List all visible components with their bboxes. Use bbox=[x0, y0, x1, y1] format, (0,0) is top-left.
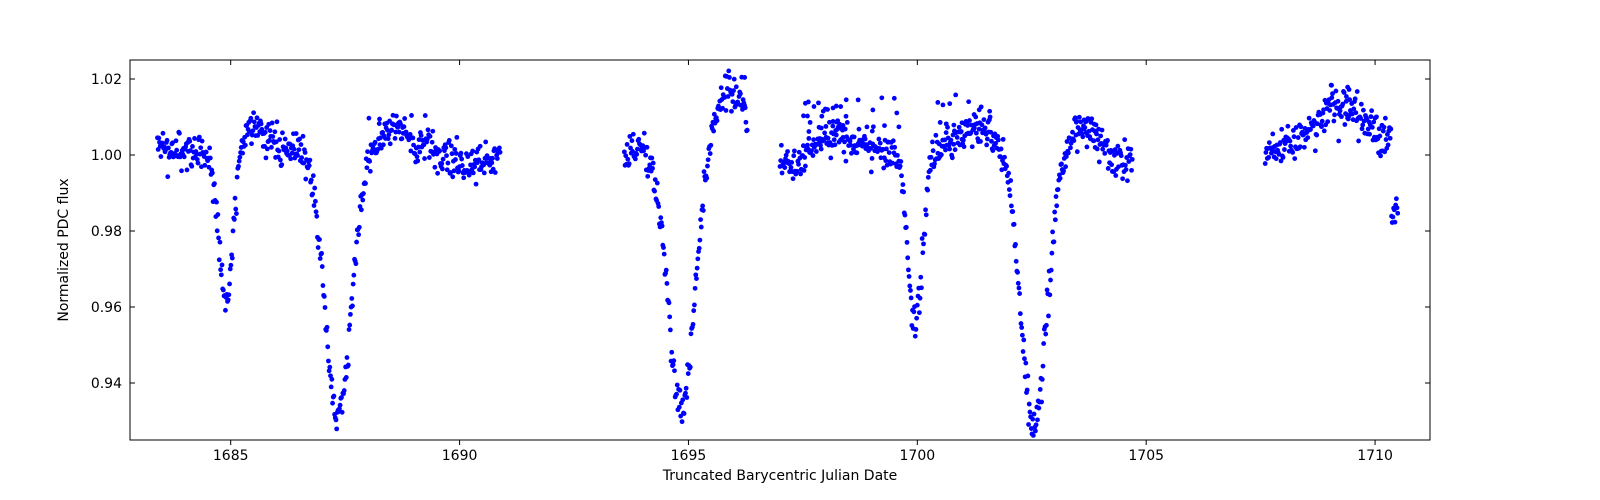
svg-text:1685: 1685 bbox=[213, 448, 249, 464]
chart-svg: 1685 1690 1695 1700 1705 1710 0.94 0.96 0.98 1.0… bbox=[0, 0, 1600, 500]
svg-text:1.00: 1.00 bbox=[91, 148, 122, 164]
light-curve-chart: 1685 1690 1695 1700 1705 1710 0.94 0.96 0.98 1.0… bbox=[0, 0, 1600, 500]
svg-text:1710: 1710 bbox=[1357, 448, 1393, 464]
scatter-points bbox=[155, 68, 1400, 437]
svg-text:0.98: 0.98 bbox=[91, 224, 122, 240]
svg-text:1705: 1705 bbox=[1128, 448, 1164, 464]
svg-text:1700: 1700 bbox=[900, 448, 936, 464]
y-axis-label: Normalized PDC flux bbox=[56, 178, 72, 321]
x-axis-label: Truncated Barycentric Julian Date bbox=[662, 468, 898, 484]
svg-text:0.96: 0.96 bbox=[91, 300, 122, 316]
svg-text:1695: 1695 bbox=[671, 448, 707, 464]
svg-text:0.94: 0.94 bbox=[91, 376, 122, 392]
svg-text:1.02: 1.02 bbox=[91, 72, 122, 88]
plot-border bbox=[130, 60, 1430, 440]
y-axis: 0.94 0.96 0.98 1.00 1.02 bbox=[91, 72, 1430, 392]
svg-text:1690: 1690 bbox=[442, 448, 478, 464]
